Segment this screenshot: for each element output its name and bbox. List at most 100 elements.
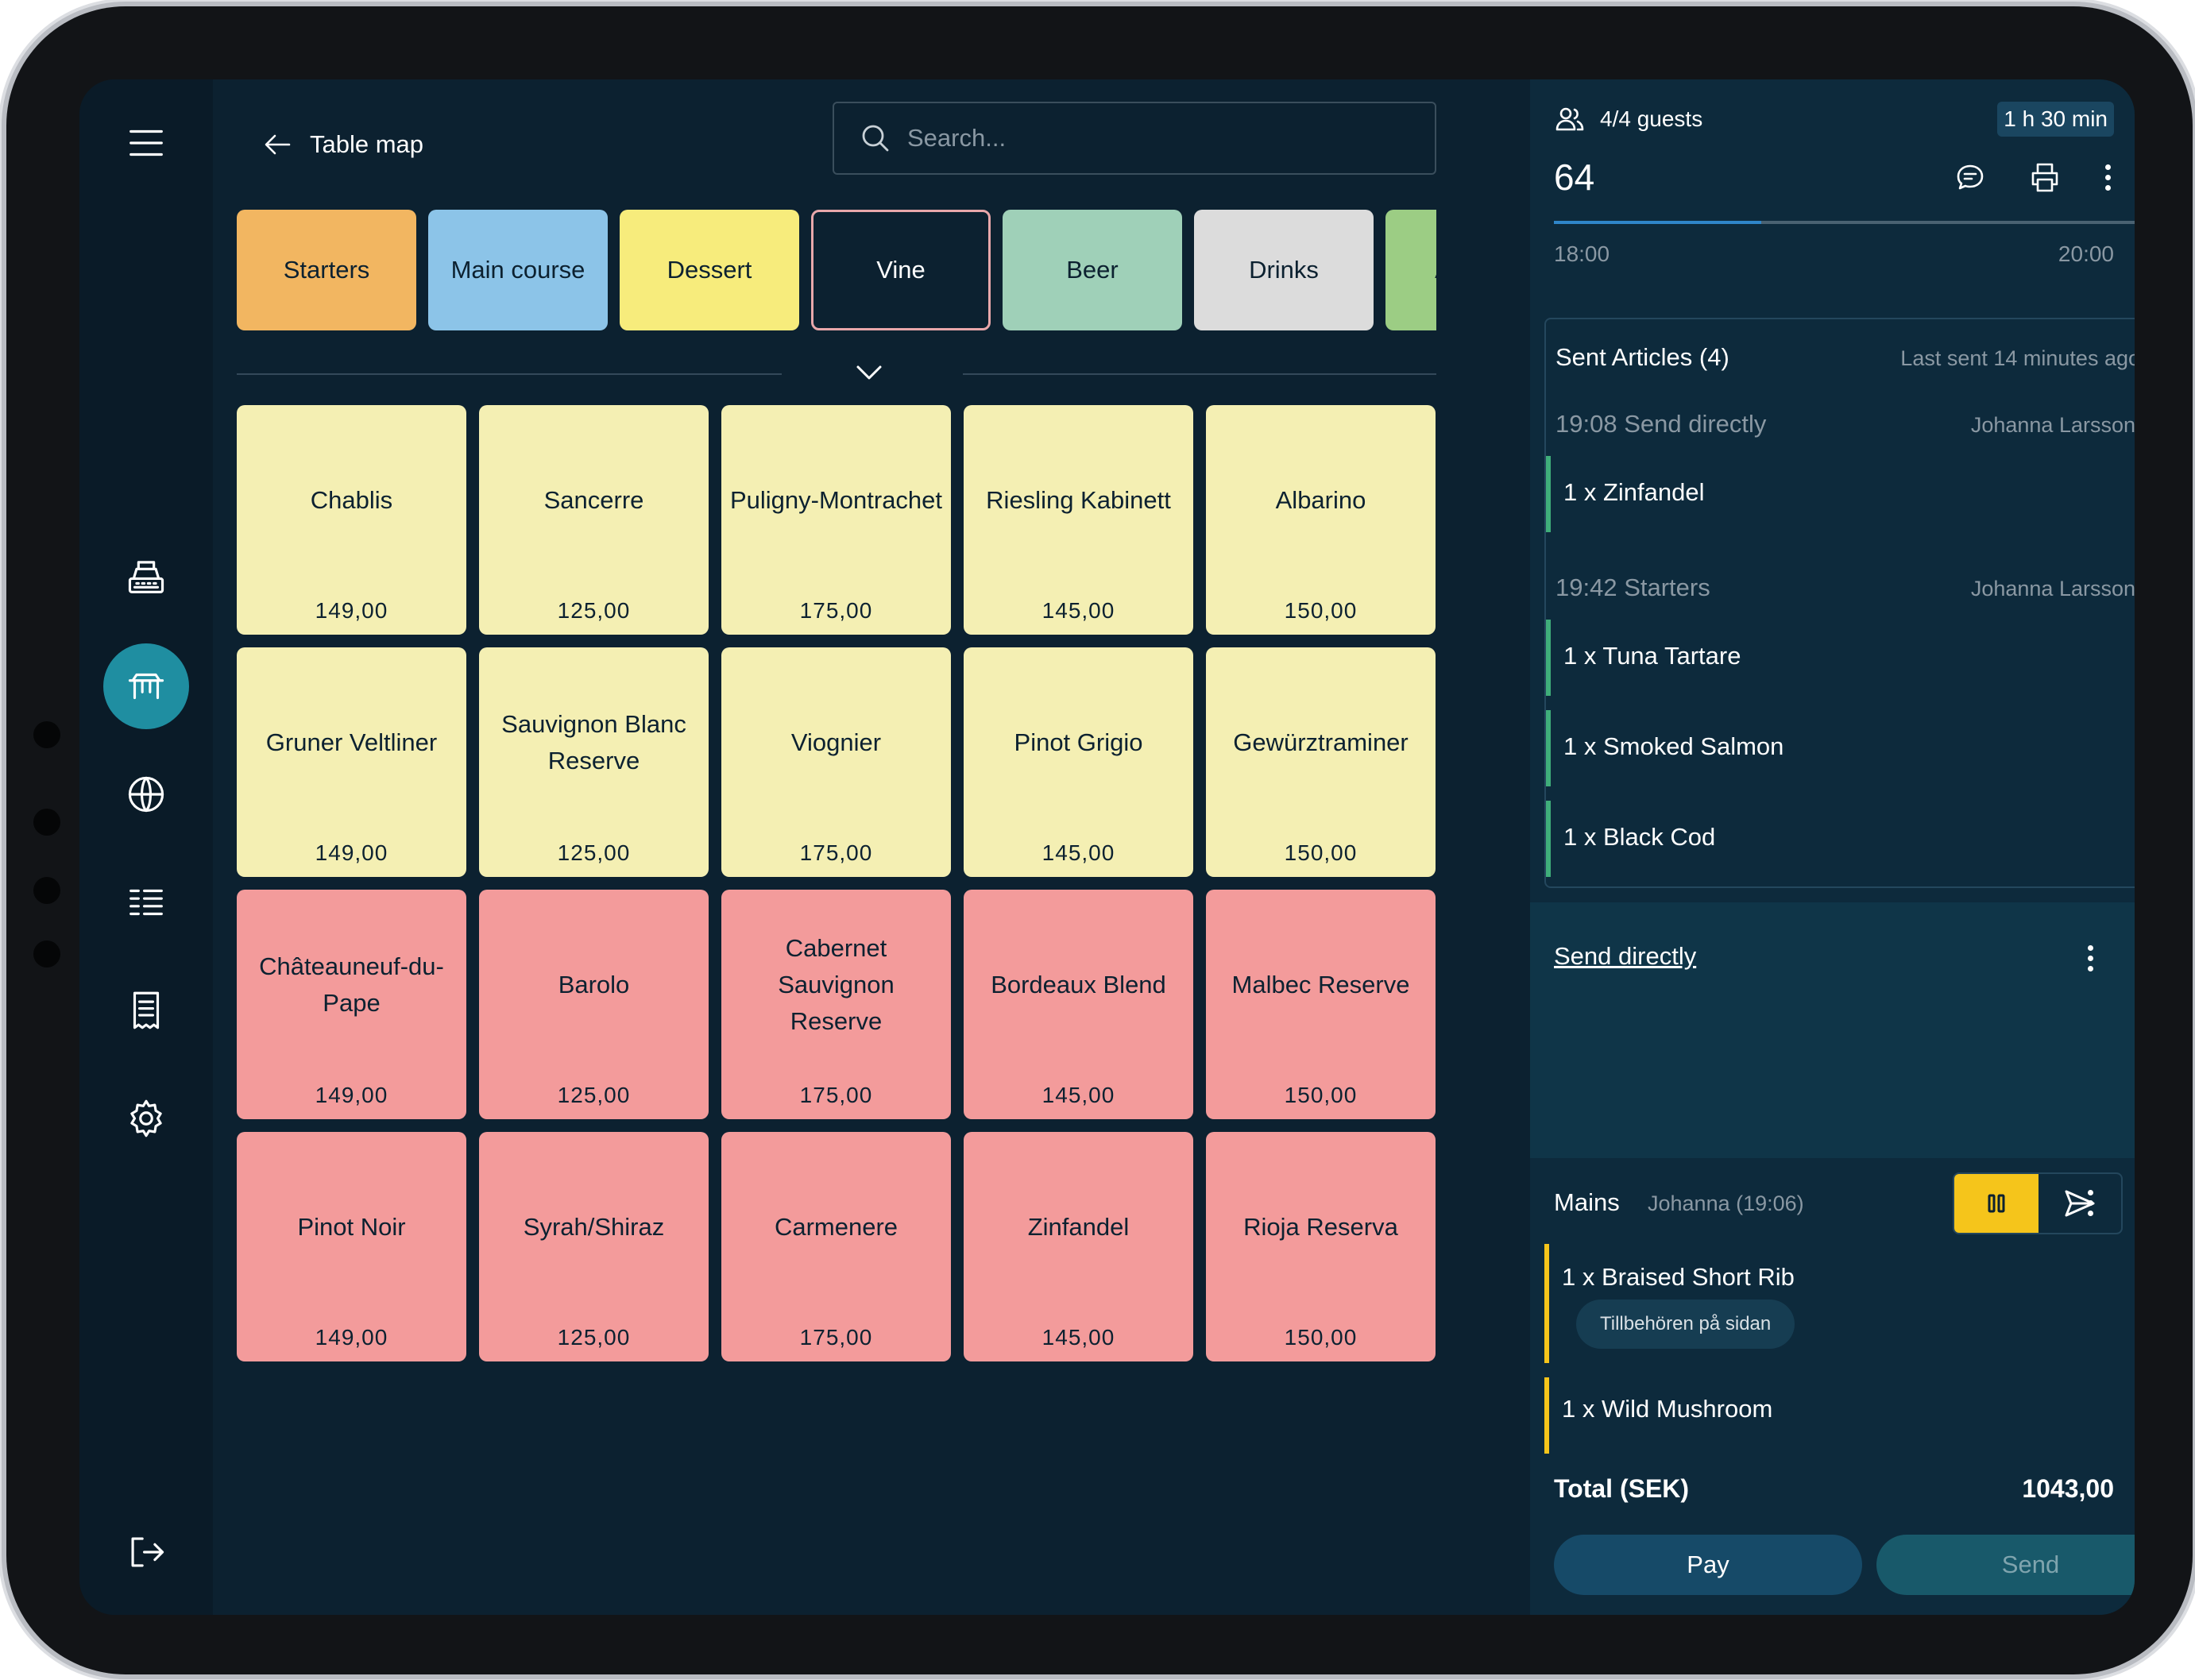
last-sent-info: Last sent 14 minutes ago — [1900, 346, 2135, 370]
globe-icon[interactable] — [103, 751, 189, 837]
product-price: 125,00 — [557, 1083, 631, 1107]
product-price: 125,00 — [557, 1325, 631, 1350]
sent-item-label: 1 x Smoked Salmon — [1563, 732, 1784, 760]
product-price: 149,00 — [315, 840, 388, 865]
category-tabs: Starters Main course Dessert Vine Beer Drinks… — [237, 210, 1436, 330]
sent-status-bar — [1546, 456, 1551, 532]
divider — [963, 373, 1436, 375]
sent-group-header: 19:42 Starters — [1555, 574, 1710, 601]
category-tab[interactable]: Alcohol — [1385, 210, 1436, 330]
product-name: Puligny-Montrachet — [729, 486, 943, 514]
product-tile[interactable]: Puligny-Montrachet 175,00 — [721, 405, 951, 635]
product-name: Viognier — [790, 728, 882, 756]
product-tile[interactable]: Viognier 175,00 — [721, 647, 951, 877]
print-icon[interactable] — [2027, 159, 2063, 195]
sent-status-bar — [1546, 710, 1551, 786]
mains-options-icon[interactable] — [2084, 1190, 2096, 1216]
product-tile[interactable]: Barolo 125,00 — [479, 890, 709, 1119]
time-progress-fill — [1554, 221, 1761, 224]
category-tab[interactable]: Drinks — [1194, 210, 1374, 330]
product-name: Sauvignon Blanc Reserve — [501, 710, 686, 774]
product-name: Pinot Noir — [297, 1213, 406, 1241]
sent-item[interactable]: 1 x Zinfandel — [1546, 456, 2135, 532]
pending-send-directly-section: Send directly — [1530, 902, 2135, 1158]
comment-icon[interactable] — [1952, 159, 1988, 195]
product-tile[interactable]: Zinfandel 145,00 — [964, 1132, 1193, 1361]
duration-badge: 1 h 30 min — [1997, 102, 2114, 137]
product-tile[interactable]: Pinot Grigio 145,00 — [964, 647, 1193, 877]
product-price: 175,00 — [799, 1083, 873, 1107]
category-tab[interactable]: Starters — [237, 210, 416, 330]
sent-status-bar — [1546, 801, 1551, 877]
product-price: 150,00 — [1284, 840, 1358, 865]
order-panel: 4/4 guests 1 h 30 min 64 18:00 20:00 Sen… — [1530, 79, 2135, 1615]
logout-icon[interactable] — [103, 1509, 189, 1595]
expand-categories-button[interactable] — [848, 356, 890, 391]
guest-count[interactable]: 4/4 guests — [1554, 103, 1702, 135]
product-tile[interactable]: Pinot Noir 149,00 — [237, 1132, 466, 1361]
sent-articles-title[interactable]: Sent Articles (4) — [1555, 343, 1729, 371]
send-directly-link[interactable]: Send directly — [1554, 942, 1697, 970]
pending-options-icon[interactable] — [2084, 945, 2096, 971]
product-price: 145,00 — [1041, 598, 1115, 623]
product-price: 150,00 — [1284, 598, 1358, 623]
product-tile[interactable]: Carmenere 175,00 — [721, 1132, 951, 1361]
product-tile[interactable]: Sancerre 125,00 — [479, 405, 709, 635]
product-tile[interactable]: Bordeaux Blend 145,00 — [964, 890, 1193, 1119]
product-tile[interactable]: Cabernet Sauvignon Reserve 175,00 — [721, 890, 951, 1119]
sent-item[interactable]: 1 x Black Cod — [1546, 801, 2135, 877]
cash-register-icon[interactable] — [103, 534, 189, 620]
product-price: 175,00 — [799, 598, 873, 623]
tablet-camera — [27, 721, 60, 975]
product-tile[interactable]: Gruner Veltliner 149,00 — [237, 647, 466, 877]
hold-status-bar — [1544, 1377, 1549, 1454]
sent-item[interactable]: 1 x Tuna Tartare — [1546, 620, 2135, 696]
settings-icon[interactable] — [103, 1076, 189, 1161]
hold-status-bar — [1544, 1244, 1549, 1363]
product-tile[interactable]: Rioja Reserva 150,00 — [1206, 1132, 1436, 1361]
arrow-left-icon — [265, 134, 291, 155]
category-tab[interactable]: Main course — [428, 210, 608, 330]
back-to-table-map-link[interactable]: Table map — [261, 121, 423, 168]
receipt-icon[interactable] — [103, 967, 189, 1053]
product-price: 150,00 — [1284, 1083, 1358, 1107]
product-tile[interactable]: Albarino 150,00 — [1206, 405, 1436, 635]
product-tile[interactable]: Gewürztraminer 150,00 — [1206, 647, 1436, 877]
pay-button[interactable]: Pay — [1554, 1535, 1862, 1595]
mains-course-title: Mains — [1554, 1188, 1620, 1216]
table-icon[interactable] — [103, 643, 189, 729]
sidebar — [79, 79, 213, 1615]
product-name: Bordeaux Blend — [991, 971, 1166, 998]
table-number: 64 — [1554, 156, 1595, 198]
category-tab[interactable]: Dessert — [620, 210, 799, 330]
product-tile[interactable]: Riesling Kabinett 145,00 — [964, 405, 1193, 635]
search-icon — [862, 125, 889, 152]
menu-icon[interactable] — [103, 100, 189, 186]
product-price: 175,00 — [799, 1325, 873, 1350]
product-name: Sancerre — [543, 486, 644, 514]
product-tile[interactable]: Sauvignon Blanc Reserve 125,00 — [479, 647, 709, 877]
fire-course-button[interactable] — [2038, 1174, 2121, 1233]
category-tab[interactable]: Beer — [1003, 210, 1182, 330]
product-tile[interactable]: Châteauneuf-du-Pape 149,00 — [237, 890, 466, 1119]
guests-icon — [1555, 107, 1584, 131]
category-tab[interactable]: Vine — [811, 210, 991, 330]
list-icon[interactable] — [103, 859, 189, 945]
search-input[interactable] — [907, 124, 1384, 153]
send-button[interactable]: Send — [1876, 1535, 2135, 1595]
time-progress-bar — [1554, 221, 2135, 224]
mains-item[interactable]: 1 x Braised Short Rib Tillbehören på sid… — [1544, 1244, 2135, 1363]
more-options-icon[interactable] — [2101, 159, 2114, 195]
product-tile[interactable]: Chablis 149,00 — [237, 405, 466, 635]
mains-item[interactable]: 1 x Wild Mushroom — [1544, 1377, 2135, 1454]
search-box[interactable] — [833, 102, 1436, 175]
hold-button[interactable] — [1954, 1174, 2038, 1233]
product-name: Cabernet Sauvignon Reserve — [778, 934, 895, 1035]
product-price: 125,00 — [557, 598, 631, 623]
item-modifier-chip: Tillbehören på sidan — [1576, 1300, 1795, 1349]
product-tile[interactable]: Syrah/Shiraz 125,00 — [479, 1132, 709, 1361]
product-tile[interactable]: Malbec Reserve 150,00 — [1206, 890, 1436, 1119]
sent-item[interactable]: 1 x Smoked Salmon — [1546, 710, 2135, 786]
